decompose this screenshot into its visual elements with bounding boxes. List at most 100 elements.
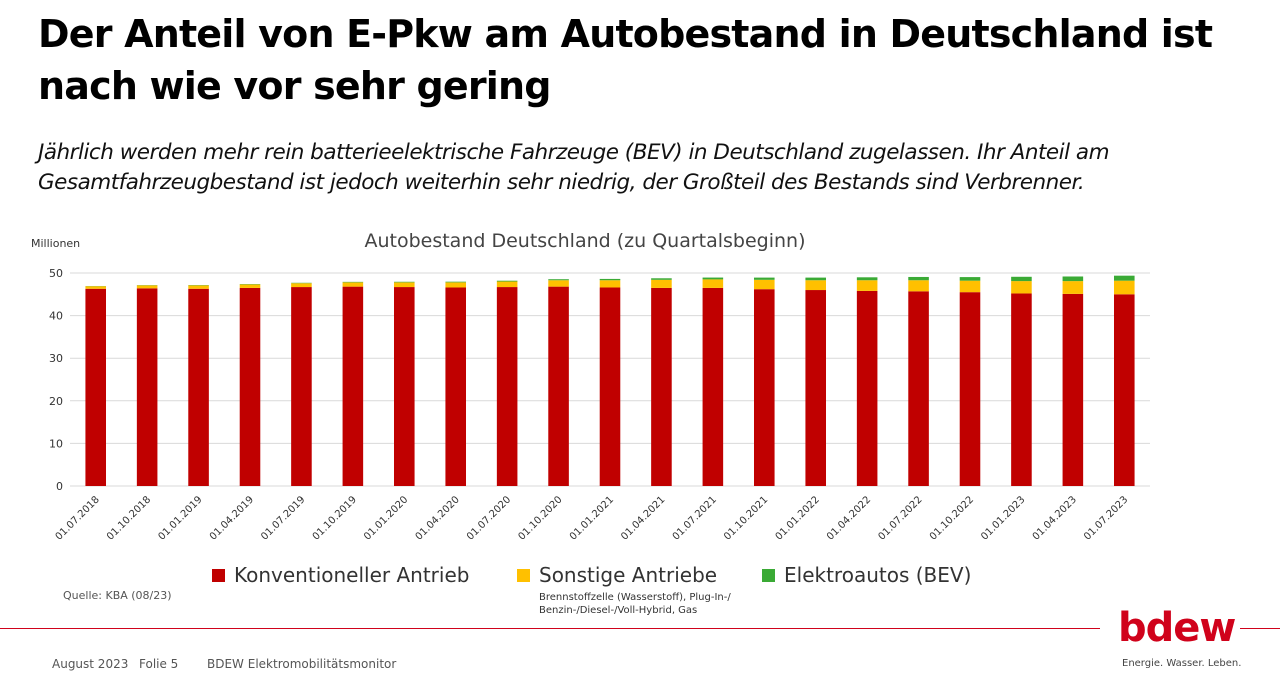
- y-tick-label: 30: [49, 352, 63, 365]
- bar-segment-bev: [856, 277, 878, 281]
- footer-divider-right: [1240, 628, 1280, 629]
- bar-segment-bev: [754, 277, 775, 280]
- bar-segment-sonstige: [548, 280, 569, 287]
- x-tick-label: 01.07.2021: [671, 494, 719, 542]
- legend-item-sonstige: Sonstige Antriebe: [517, 562, 717, 588]
- x-tick-label: 01.10.2019: [311, 494, 359, 542]
- bar-segment-konventionell: [702, 287, 724, 486]
- x-tick-label: 01.07.2023: [1082, 494, 1130, 542]
- bar-segment-konventionell: [1114, 294, 1135, 486]
- bar-segment-bev: [445, 281, 466, 283]
- slide-title: Der Anteil von E-Pkw am Autobestand in D…: [38, 12, 1213, 108]
- bar-segment-bev: [599, 278, 621, 281]
- x-tick-label: 01.01.2021: [568, 494, 616, 542]
- bar-segment-sonstige: [599, 280, 621, 288]
- bar-segment-konventionell: [651, 287, 672, 486]
- bar-segment-bev: [805, 277, 826, 281]
- bar-segment-bev: [908, 276, 929, 281]
- bar-segment-sonstige: [856, 280, 878, 291]
- bar-segment-konventionell: [1011, 293, 1032, 486]
- bar-segment-sonstige: [702, 279, 724, 288]
- x-tick-label: 01.07.2020: [465, 494, 513, 542]
- bar-segment-sonstige: [754, 279, 775, 290]
- y-axis-label: Millionen: [31, 237, 80, 250]
- legend-label-sonstige: Sonstige Antriebe: [539, 563, 718, 587]
- bar-segment-konventionell: [754, 289, 775, 486]
- bar-segment-sonstige: [1011, 281, 1032, 294]
- bar-segment-bev: [1114, 275, 1135, 281]
- bar-segment-konventionell: [959, 292, 981, 486]
- bar-segment-sonstige: [1114, 280, 1135, 295]
- footer-report-name: BDEW Elektromobilitätsmonitor: [207, 657, 397, 671]
- bar-segment-konventionell: [342, 286, 364, 486]
- x-tick-label: 01.10.2018: [105, 494, 153, 542]
- bar-segment-bev: [959, 277, 981, 281]
- bar-segment-sonstige: [445, 282, 466, 288]
- x-tick-label: 01.01.2022: [774, 494, 822, 542]
- x-tick-label: 01.01.2023: [979, 494, 1027, 542]
- x-tick-label: 01.07.2019: [259, 494, 307, 542]
- y-tick-label: 10: [49, 437, 63, 450]
- bar-segment-sonstige: [1062, 281, 1084, 294]
- bar-segment-sonstige: [496, 281, 518, 288]
- bar-segment-konventionell: [908, 291, 929, 486]
- slide-subtitle: Jährlich werden mehr rein batterieelektr…: [38, 140, 1110, 195]
- footer-slide-number: Folie 5: [139, 657, 179, 671]
- x-tick-label: 01.04.2022: [825, 494, 873, 542]
- legend-swatch-sonstige: [517, 568, 530, 582]
- y-tick-label: 50: [49, 267, 63, 280]
- bar-segment-konventionell: [239, 287, 261, 486]
- bar-segment-konventionell: [805, 290, 826, 486]
- x-tick-label: 01.10.2020: [516, 494, 564, 542]
- bdew-logo: bdew: [1118, 605, 1236, 651]
- bar-segment-bev: [1011, 276, 1032, 282]
- footer-divider-left: [0, 628, 1100, 629]
- legend-note: Brennstoffzelle (Wasserstoff), Plug-In-/…: [539, 592, 731, 616]
- x-tick-label: 01.01.2019: [156, 494, 204, 542]
- bar-segment-sonstige: [239, 284, 261, 288]
- legend-swatch-konventionell: [212, 568, 225, 582]
- x-tick-label: 01.04.2020: [414, 494, 462, 542]
- bar-segment-bev: [548, 279, 569, 281]
- source-note: Quelle: KBA (08/23): [63, 589, 172, 602]
- bar-segment-sonstige: [394, 282, 415, 288]
- bar-segment-bev: [702, 277, 724, 280]
- bar-segment-konventionell: [548, 286, 569, 486]
- bar-segment-sonstige: [85, 286, 106, 289]
- bar-segment-konventionell: [856, 290, 878, 486]
- bar-segment-konventionell: [496, 287, 518, 486]
- bar-segment-konventionell: [445, 287, 466, 486]
- bar-segment-bev: [394, 281, 415, 283]
- chart-title: Autobestand Deutschland (zu Quartalsbegi…: [364, 230, 805, 252]
- bar-segment-konventionell: [188, 288, 209, 486]
- bar-segment-sonstige: [908, 280, 929, 292]
- x-tick-label: 01.01.2020: [362, 494, 410, 542]
- y-tick-label: 20: [49, 395, 63, 408]
- bar-segment-konventionell: [85, 288, 106, 486]
- bar-segment-bev: [1062, 276, 1084, 282]
- bar-segment-sonstige: [136, 285, 158, 289]
- bar-segment-sonstige: [291, 283, 312, 288]
- bar-segment-sonstige: [651, 279, 672, 288]
- chart-legend: Konventioneller Antrieb Sonstige Antrieb…: [0, 560, 1280, 590]
- x-tick-label: 01.04.2019: [208, 494, 256, 542]
- x-tick-label: 01.10.2022: [928, 494, 976, 542]
- bar-segment-konventionell: [394, 287, 415, 486]
- x-tick-label: 01.07.2018: [54, 494, 102, 542]
- x-tick-label: 01.04.2021: [619, 494, 667, 542]
- bar-segment-sonstige: [959, 280, 981, 293]
- y-tick-label: 0: [56, 480, 63, 493]
- footer-date: August 2023: [52, 657, 129, 671]
- legend-item-bev: Elektroautos (BEV): [762, 562, 971, 588]
- legend-swatch-bev: [762, 568, 775, 582]
- x-tick-label: 01.10.2021: [722, 494, 770, 542]
- x-tick-label: 01.04.2023: [1031, 494, 1079, 542]
- legend-label-bev: Elektroautos (BEV): [784, 563, 972, 587]
- bar-segment-konventionell: [136, 288, 158, 486]
- x-tick-label: 01.07.2022: [876, 494, 924, 542]
- legend-label-konventionell: Konventioneller Antrieb: [234, 563, 470, 587]
- bar-segment-konventionell: [599, 287, 621, 486]
- logo-tagline: Energie. Wasser. Leben.: [1122, 658, 1242, 669]
- bar-segment-sonstige: [342, 282, 364, 287]
- bar-segment-konventionell: [291, 287, 312, 486]
